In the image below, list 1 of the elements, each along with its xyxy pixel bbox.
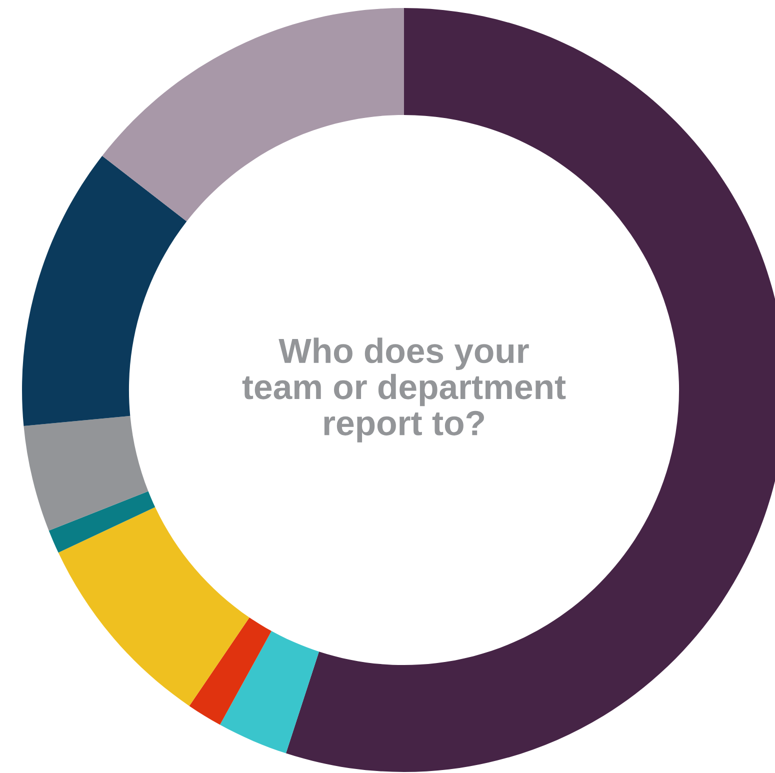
text: Who does your team or department report to? <box>242 338 566 442</box>
